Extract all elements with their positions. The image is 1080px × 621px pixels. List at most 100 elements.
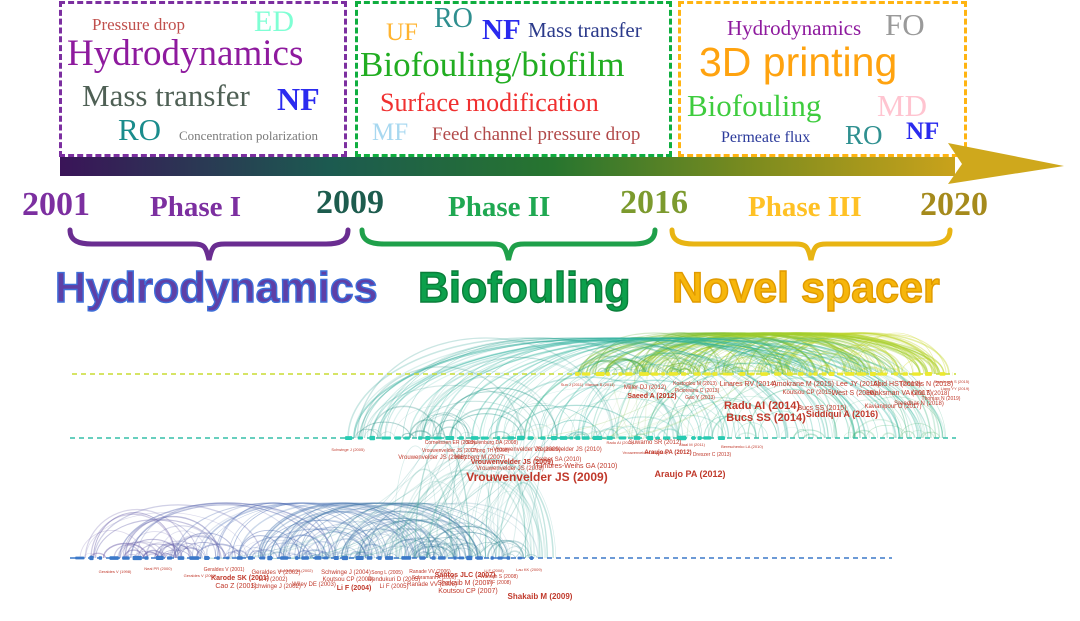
citation-label: Sun J (2011): [561, 382, 584, 387]
citation-label: Cao Z (2001): [215, 583, 256, 590]
phase1-row-node-ticks: [75, 555, 534, 561]
keyword-nf: NF: [277, 81, 320, 117]
phase3-keyword-box: Hydrodynamics FO 3D printing Biofouling MD Pe…: [678, 1, 967, 157]
phase1-keyword-box: Pressure drop ED Hydrodynamics Mass transfe…: [59, 1, 347, 157]
citation-label: Ranade VV (2006): [407, 582, 457, 588]
citation-label: Fimbres-Weihs GA (2010): [537, 463, 618, 470]
citation-label: Geraldes V (1998): [99, 569, 132, 574]
citation-label: Creber SA (2010): [535, 457, 582, 463]
citation-label: Bereschenko LA (2010): [721, 444, 763, 449]
citation-label: Subramani A (2006): [412, 575, 457, 581]
timeline-arrowhead: [948, 143, 1064, 184]
citation-label: Ranade VV (2006): [409, 569, 451, 575]
keyword-ro: RO: [434, 3, 473, 34]
keyword-md: MD: [877, 88, 927, 123]
keyword-3d-printing: 3D printing: [699, 39, 898, 85]
citation-label: Marcos B (2011): [585, 382, 615, 387]
citation-label: Vrouwenvelder JS (2008): [476, 466, 543, 472]
phase2-row-arcs: [347, 337, 946, 439]
keyword-mass-transfer: Mass transfer: [528, 18, 642, 42]
citation-label: Song L (2005): [371, 570, 403, 576]
citation-label: Schwinge J (2005): [331, 447, 365, 452]
citation-label: Avlonitis SA (2002): [279, 568, 313, 573]
citation-label: Thomas N (2018): [899, 381, 953, 388]
keyword-hydrodynamics: Hydrodynamics: [727, 16, 862, 40]
citation-label: Geraldes V (2000): [184, 573, 217, 578]
citation-label: Araujo PA (2012): [654, 469, 725, 479]
citation-label: Li F (2008): [484, 568, 504, 573]
keyword-feed-channel-pressure-drop: Feed channel pressure drop: [432, 124, 641, 145]
keyword-permeate-flux: Permeate flux: [721, 129, 811, 146]
keyword-nf: NF: [906, 118, 940, 145]
year-2009: 2009: [316, 184, 384, 221]
citation-label: Cornelissen ER (2009): [425, 440, 476, 446]
citation-label: Li F (2004): [337, 585, 372, 592]
keyword-uf: UF: [386, 19, 418, 46]
keyword-fo: FO: [885, 7, 925, 42]
citation-label: Karode SK (2001): [211, 575, 269, 582]
citation-label: Vrouwenvelder JS (2010): [623, 450, 669, 455]
keyword-biofouling: Biofouling: [687, 88, 822, 123]
phase3-row-node-ticks: [575, 372, 953, 377]
citation-label: Bucs SS (2014): [726, 412, 806, 424]
phase1-row-arcs: [79, 502, 539, 559]
citation-label: Radu AI (2014): [724, 400, 800, 412]
citation-label: Li F (2002): [258, 577, 287, 583]
citation-label: Santos JLC (2007): [435, 572, 496, 579]
citation-label: Koutsou CP (2015): [783, 390, 834, 396]
citation-label: Kerdi S (2018): [911, 391, 950, 397]
citation-label: Kavianipour O (2017): [864, 404, 921, 410]
citation-label: Neal PR (2000): [144, 566, 172, 571]
citation-label: Li F (2008): [487, 580, 512, 586]
citation-label: Vrouwenvelder JS (2009): [493, 447, 560, 453]
citation-label: Sreedhar N (2018): [894, 401, 944, 407]
phase-braces: [67, 227, 953, 261]
phase1-tall-arcs: [392, 433, 557, 559]
citation-label: Wardeh S (2008): [480, 574, 518, 580]
citation-network: Sun J (2011) Marcos B (2011) Miller DJ (20…: [70, 332, 970, 601]
citation-label: Koutsou CP (2007): [438, 588, 497, 595]
citation-label: Shakaib M (2009): [508, 592, 573, 601]
citation-label: Linares RV (2014): [720, 381, 777, 388]
phase-1-label: Phase I: [150, 191, 242, 223]
citation-label: Liang YY (2019): [941, 386, 970, 391]
keyword-surface-modification: Surface modification: [380, 88, 599, 117]
citation-label: Dreszer C (2013): [693, 452, 732, 458]
citation-label: Kostoglou M (2013): [673, 381, 717, 387]
citation-label: Shakaib M (2007): [437, 580, 492, 587]
citation-label: Chong TH (2008): [471, 448, 510, 454]
keyword-ro: RO: [118, 112, 162, 147]
citation-label: Lau KK (2009): [516, 567, 542, 572]
citation-labels: Sun J (2011) Marcos B (2011) Miller DJ (20…: [99, 379, 970, 601]
keyword-ro: RO: [845, 120, 883, 150]
keyword-pressure-drop: Pressure drop: [92, 15, 186, 34]
citation-label: Siddiqui A (2016): [806, 409, 878, 419]
citation-label: Vrouwenvelder JS (2007): [422, 448, 479, 454]
phase-3-brace: [669, 227, 953, 261]
citation-label: Dendukuri D (2005): [368, 577, 420, 583]
keyword-nf: NF: [482, 14, 521, 46]
citation-label: Vrouwenvelder JS (2010): [534, 447, 601, 453]
phase-2-label: Phase II: [448, 191, 551, 223]
citation-label: Herzberg M (2007): [455, 455, 505, 461]
keyword-concentration-polarization: Concentration polarization: [179, 128, 318, 143]
keyword-mass-transfer: Mass transfer: [82, 78, 250, 113]
phase-2-brace: [359, 227, 658, 261]
timeline-arrow: [60, 143, 1064, 184]
citation-label: Schwinge J (2002): [251, 584, 301, 590]
citation-label: Li F (2005): [379, 584, 408, 590]
citation-label: Araujo PA (2012): [644, 450, 691, 456]
citation-label: Schulenburg DA (2008): [466, 440, 518, 446]
citation-label: Gao Y (2013): [685, 395, 715, 401]
keyword-hydrodynamics: Hydrodynamics: [67, 33, 304, 74]
citation-label: Geraldes V (2001): [204, 567, 245, 573]
phase-1-brace: [67, 227, 351, 261]
citation-label: Thomas N (2019): [922, 396, 961, 402]
citation-label: Staal M (2011): [679, 442, 706, 447]
phase1-title: Hydrodynamics: [54, 263, 378, 312]
citation-label: Saeed A (2012): [627, 393, 676, 400]
citation-label: Vrouwenvelder JS (2009): [466, 470, 607, 484]
keyword-biofouling-biofilm: Biofouling/biofilm: [360, 45, 625, 84]
citation-label: Vrouwenvelder JS (2009): [471, 459, 553, 466]
